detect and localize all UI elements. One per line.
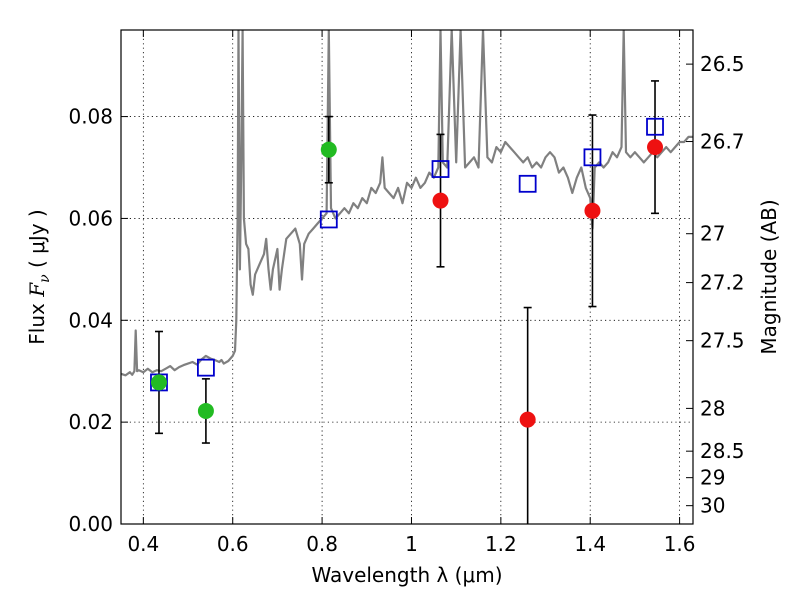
y2-axis-label: Magnitude (AB) <box>757 199 781 354</box>
y-tick-label: 0.08 <box>68 105 113 129</box>
x-tick-label: 1.6 <box>664 532 696 556</box>
x-tick-label: 1.2 <box>485 532 517 556</box>
observed-point-red <box>584 202 601 219</box>
y-tick-label: 0.00 <box>68 512 113 536</box>
y2-tick-label: 29 <box>700 466 725 490</box>
y-tick-label: 0.04 <box>68 308 113 332</box>
y-tick-labels: 0.00 0.02 0.04 0.06 0.08 <box>68 105 113 536</box>
observed-point-red <box>519 411 536 428</box>
plot-area <box>121 30 693 524</box>
observed-point-green <box>150 374 167 391</box>
plot-frame <box>120 29 694 525</box>
y2-tick-label: 28 <box>700 396 725 420</box>
y2-tick-label: 27 <box>700 222 725 246</box>
observed-points <box>150 139 664 428</box>
x-tick-labels: 0.4 0.6 0.8 1 1.2 1.4 1.6 <box>127 532 695 556</box>
x-tick-label: 1.4 <box>574 532 606 556</box>
axis-ticks <box>121 30 693 525</box>
observed-point-red <box>647 139 664 156</box>
y2-tick-label: 26.7 <box>700 130 745 154</box>
model-square <box>319 210 338 229</box>
y2-tick-label: 27.5 <box>700 329 745 353</box>
x-tick-label: 0.4 <box>127 532 159 556</box>
x-axis-label: Wavelength λ (μm) <box>311 563 502 587</box>
model-square <box>518 174 537 193</box>
observed-point-green <box>320 141 337 158</box>
observed-point-red <box>432 192 449 209</box>
x-tick-label: 0.8 <box>306 532 338 556</box>
model-square <box>646 117 664 136</box>
x-tick-label: 1 <box>405 532 418 556</box>
model-square <box>197 358 215 377</box>
y2-tick-label: 27.2 <box>700 271 745 295</box>
y-axis-label: Flux Fν ( μJy ) <box>25 209 53 344</box>
y-tick-label: 0.02 <box>68 410 113 434</box>
model-square <box>431 160 450 178</box>
grid-lines <box>121 30 693 524</box>
y2-tick-label: 30 <box>700 494 725 518</box>
y-tick-label: 0.06 <box>68 206 113 230</box>
y2-tick-label: 26.5 <box>700 52 745 76</box>
y2-tick-labels: 26.5 26.7 27 27.2 27.5 28 28.5 29 30 <box>700 52 745 518</box>
y2-tick-label: 28.5 <box>700 439 745 463</box>
x-tick-label: 0.6 <box>217 532 249 556</box>
observed-point-green <box>197 402 214 419</box>
model-square <box>583 148 602 167</box>
